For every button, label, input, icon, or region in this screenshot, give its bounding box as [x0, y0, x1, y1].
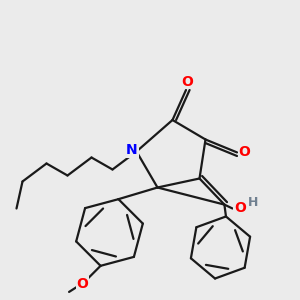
Text: O: O — [234, 202, 246, 215]
Text: N: N — [126, 143, 138, 157]
Text: O: O — [182, 75, 194, 88]
Text: H: H — [248, 196, 258, 209]
Text: O: O — [76, 277, 88, 291]
Text: O: O — [238, 146, 250, 159]
